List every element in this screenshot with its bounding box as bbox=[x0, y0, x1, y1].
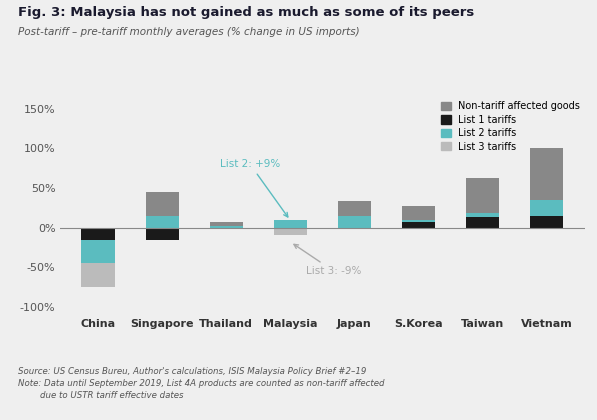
Bar bbox=[402, 206, 435, 220]
Bar bbox=[146, 216, 179, 228]
Bar bbox=[466, 213, 499, 217]
Bar bbox=[466, 178, 499, 213]
Text: List 3: -9%: List 3: -9% bbox=[294, 244, 362, 276]
Bar bbox=[210, 222, 243, 226]
Bar bbox=[466, 217, 499, 228]
Bar bbox=[530, 216, 564, 228]
Bar bbox=[210, 228, 243, 229]
Bar bbox=[81, 239, 115, 263]
Bar bbox=[146, 192, 179, 216]
Text: Source: US Census Bureu, Author's calculations, ISIS Malaysia Policy Brief #2–19: Source: US Census Bureu, Author's calcul… bbox=[18, 368, 384, 400]
Text: List 2: +9%: List 2: +9% bbox=[220, 159, 288, 217]
Bar bbox=[146, 228, 179, 239]
Bar bbox=[273, 228, 307, 235]
Bar bbox=[210, 226, 243, 228]
Bar bbox=[402, 222, 435, 228]
Text: Post-tariff – pre-tariff monthly averages (% change in US imports): Post-tariff – pre-tariff monthly average… bbox=[18, 27, 359, 37]
Bar bbox=[81, 228, 115, 239]
Legend: Non-tariff affected goods, List 1 tariffs, List 2 tariffs, List 3 tariffs: Non-tariff affected goods, List 1 tariff… bbox=[441, 102, 580, 152]
Bar bbox=[273, 220, 307, 228]
Bar bbox=[530, 148, 564, 200]
Bar bbox=[338, 216, 371, 228]
Bar bbox=[402, 220, 435, 222]
Bar bbox=[530, 200, 564, 216]
Text: Fig. 3: Malaysia has not gained as much as some of its peers: Fig. 3: Malaysia has not gained as much … bbox=[18, 6, 474, 19]
Bar bbox=[338, 202, 371, 216]
Bar bbox=[81, 263, 115, 287]
